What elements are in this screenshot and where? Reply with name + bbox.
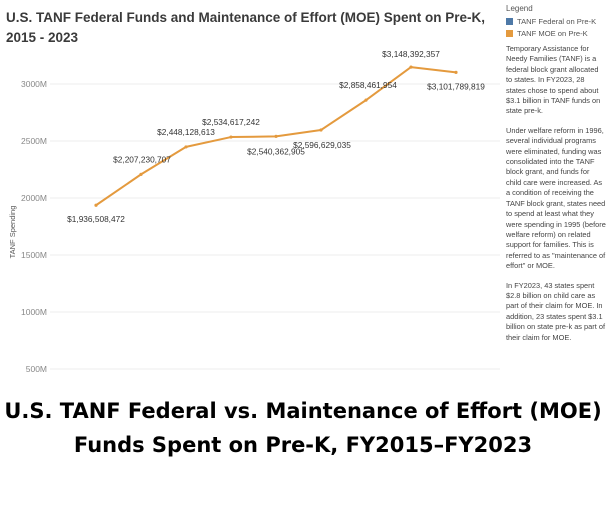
data-label: $3,101,789,819 bbox=[427, 81, 485, 91]
y-axis-title: TANF Spending bbox=[8, 206, 17, 259]
y-tick-label: 2500M bbox=[21, 136, 47, 146]
y-tick-label: 1000M bbox=[21, 307, 47, 317]
data-label: $1,936,508,472 bbox=[67, 214, 125, 224]
legend-swatch-tanf-federal bbox=[506, 18, 513, 25]
series-layer bbox=[94, 65, 458, 207]
data-labels: $1,936,508,472 $2,207,230,707 $2,448,128,6… bbox=[67, 49, 485, 224]
chart-title: U.S. TANF Federal Funds and Maintenance … bbox=[6, 10, 486, 45]
legend-swatch-tanf-moe bbox=[506, 30, 513, 37]
data-point[interactable] bbox=[139, 172, 143, 176]
data-label: $2,448,128,613 bbox=[157, 127, 215, 137]
y-tick-label: 500M bbox=[26, 364, 47, 374]
notes-panel: Temporary Assistance for Needy Families … bbox=[506, 44, 606, 384]
notes-paragraph-fy2023: In FY2023, 43 states spent $2.8 billion … bbox=[506, 280, 606, 342]
data-point[interactable] bbox=[319, 128, 323, 132]
data-label: $2,858,461,954 bbox=[339, 80, 397, 90]
data-point[interactable] bbox=[274, 134, 278, 138]
y-tick-label: 3000M bbox=[21, 79, 47, 89]
legend-label-tanf-moe: TANF MOE on Pre-K bbox=[517, 29, 588, 38]
notes-paragraph-tanf: Temporary Assistance for Needy Families … bbox=[506, 44, 601, 116]
data-point[interactable] bbox=[229, 135, 233, 139]
data-label: $2,540,362,905 bbox=[247, 146, 305, 156]
legend-label-tanf-federal: TANF Federal on Pre-K bbox=[517, 17, 597, 26]
y-axis-ticks: 500M 1000M 1500M 2000M 2500M 3000M bbox=[21, 79, 47, 374]
data-label: $2,596,629,035 bbox=[293, 140, 351, 150]
y-tick-label: 1500M bbox=[21, 250, 47, 260]
data-label: $2,207,230,707 bbox=[113, 154, 171, 164]
legend-item-tanf-moe[interactable]: TANF MOE on Pre-K bbox=[506, 29, 606, 38]
figure-caption: U.S. TANF Federal vs. Maintenance of Eff… bbox=[4, 399, 602, 457]
legend: Legend TANF Federal on Pre-K TANF MOE on… bbox=[506, 4, 606, 41]
data-label: $3,148,392,357 bbox=[382, 49, 440, 59]
data-point[interactable] bbox=[94, 203, 98, 207]
legend-item-tanf-federal[interactable]: TANF Federal on Pre-K bbox=[506, 17, 606, 26]
data-point[interactable] bbox=[454, 70, 458, 74]
notes-paragraph-welfare-reform: Under welfare reform in 1996, several in… bbox=[506, 125, 606, 271]
y-tick-label: 2000M bbox=[21, 193, 47, 203]
gridlines bbox=[50, 83, 500, 370]
line-chart: 500M 1000M 1500M 2000M 2500M 3000M TANF Spend… bbox=[8, 49, 500, 374]
data-point[interactable] bbox=[364, 98, 368, 102]
data-point[interactable] bbox=[184, 145, 188, 149]
data-label: $2,534,617,242 bbox=[202, 117, 260, 127]
legend-title: Legend bbox=[506, 4, 533, 13]
data-point[interactable] bbox=[409, 65, 413, 69]
